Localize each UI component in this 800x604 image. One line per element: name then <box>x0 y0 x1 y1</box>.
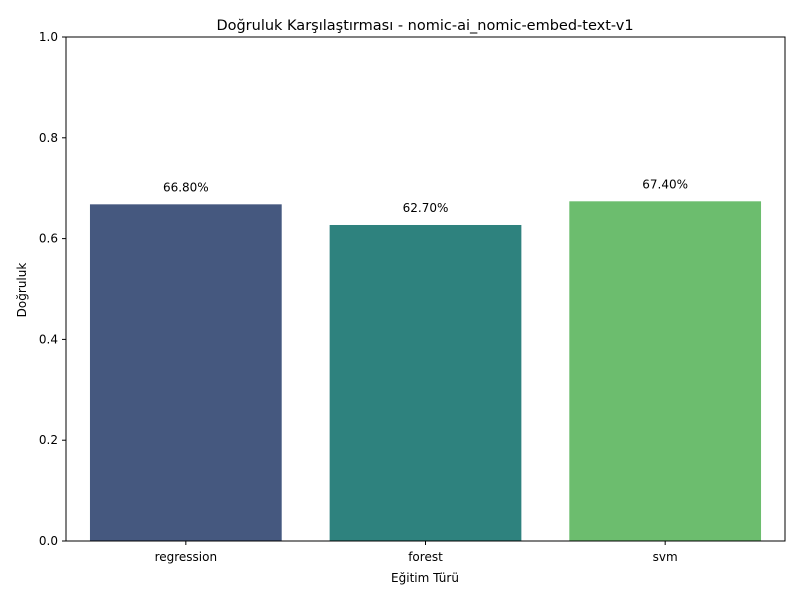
data-label-regression: 66.80% <box>163 180 209 194</box>
x-tick-label-regression: regression <box>155 550 218 564</box>
y-tick-label: 0.6 <box>39 232 58 246</box>
x-tick-label-svm: svm <box>653 550 678 564</box>
plot-frame <box>65 36 786 542</box>
y-tick-label: 1.0 <box>39 30 58 44</box>
bar-forest <box>329 224 522 541</box>
data-label-svm: 67.40% <box>642 177 688 191</box>
x-axis-label: Eğitim Türü <box>391 571 459 585</box>
y-tick-label: 0.2 <box>39 433 58 447</box>
bar-regression <box>89 204 282 541</box>
x-axis: regression forest svm <box>155 541 678 564</box>
data-labels-layer: 66.80% 62.70% 67.40% <box>163 177 688 215</box>
y-tick-label: 0.4 <box>39 332 58 346</box>
chart-title: Doğruluk Karşılaştırması - nomic-ai_nomi… <box>216 18 633 34</box>
bars-layer <box>89 201 762 541</box>
bar-svm <box>569 201 762 541</box>
data-label-forest: 62.70% <box>403 201 449 215</box>
y-tick-label: 0.0 <box>39 534 58 548</box>
y-tick-label: 0.8 <box>39 131 58 145</box>
y-axis-label: Doğruluk <box>15 263 29 318</box>
y-axis: 0.0 0.2 0.4 0.6 0.8 1.0 <box>39 30 66 548</box>
x-tick-label-forest: forest <box>408 550 443 564</box>
